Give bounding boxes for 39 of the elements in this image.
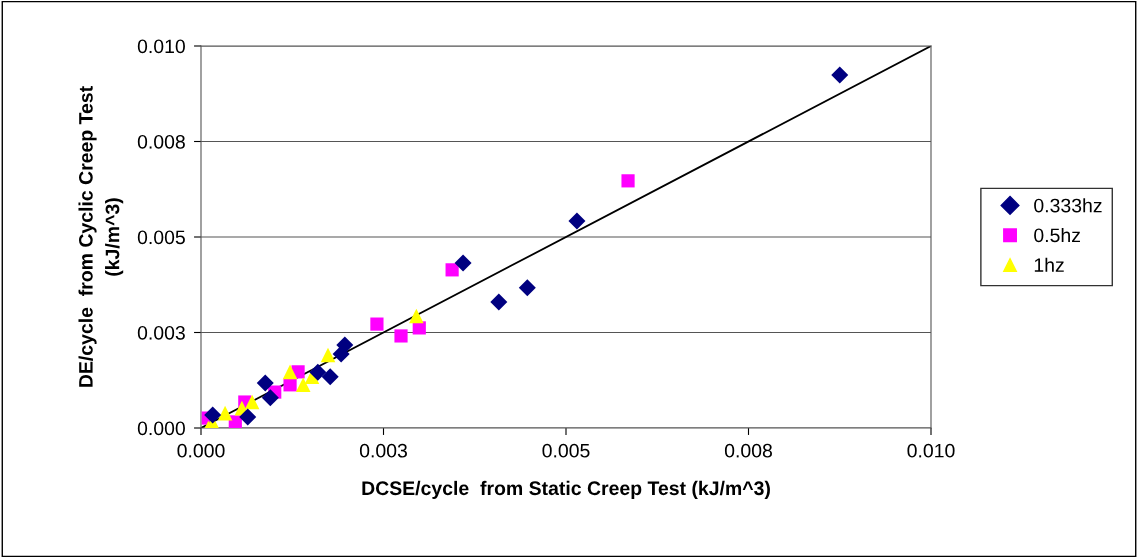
y-tick-label: 0.000 (137, 421, 185, 436)
point (409, 308, 424, 324)
point (320, 347, 336, 363)
legend-label: 1hz (1034, 257, 1064, 272)
point (309, 363, 327, 381)
point (370, 317, 384, 331)
x-tick-label: 0.008 (724, 443, 772, 458)
x-axis-title: DCSE/cycle from Static Creep Test (kJ/m^3) (362, 480, 770, 499)
point (394, 329, 408, 343)
point (445, 263, 459, 277)
point (454, 254, 472, 272)
point (321, 368, 339, 386)
point (295, 377, 311, 393)
point (217, 405, 233, 421)
y-tick-label: 0.010 (137, 39, 185, 54)
point (239, 408, 257, 426)
y-tick-label: 0.003 (137, 325, 185, 340)
x-tick-label: 0.003 (359, 443, 407, 458)
point (256, 374, 274, 392)
point (332, 345, 350, 363)
point (283, 378, 297, 392)
x-tick-label: 0.000 (177, 443, 225, 458)
point (490, 293, 508, 311)
x-tick-label: 0.005 (542, 443, 590, 458)
point (518, 279, 536, 297)
x-tick-label: 0.010 (907, 443, 955, 458)
point (261, 389, 279, 407)
legend-label: 0.5hz (1034, 227, 1080, 243)
point (228, 415, 242, 428)
point (831, 66, 849, 84)
point (282, 364, 298, 380)
y-axis-title: DE/cycle from Cyclic Creep Test (kJ/m^3) (78, 86, 124, 387)
y-tick-label: 0.005 (137, 230, 185, 245)
point (244, 394, 260, 410)
point (621, 174, 635, 188)
legend-label: 0.333hz (1034, 198, 1102, 213)
y-tick-label: 0.008 (137, 134, 185, 149)
point (568, 212, 586, 230)
point (204, 406, 222, 424)
